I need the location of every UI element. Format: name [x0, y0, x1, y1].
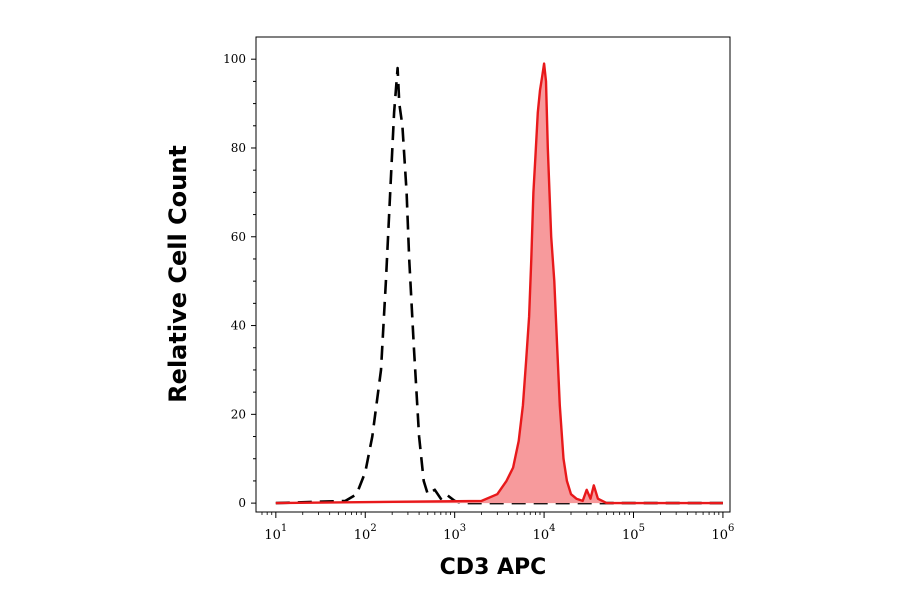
plot-frame: [255, 36, 731, 513]
y-tick-label: 40: [231, 319, 246, 333]
x-tick-label: 101: [264, 523, 287, 543]
x-tick-label: 103: [443, 523, 466, 543]
histogram-line-series-1: [275, 66, 723, 505]
x-axis-label: CD3 APC: [440, 555, 547, 580]
axes: 0 20 40 60 80 100 101 102 103 104 105 106: [223, 52, 734, 543]
x-tick-label: 104: [533, 523, 556, 543]
histogram-line-series-2: [275, 62, 723, 505]
y-tick-label: 100: [223, 52, 246, 66]
y-tick-label: 60: [231, 230, 246, 244]
x-tick-label: 102: [354, 523, 377, 543]
y-tick-label: 0: [238, 496, 246, 510]
x-tick-label: 105: [622, 523, 645, 543]
y-axis-label: Relative Cell Count: [164, 145, 192, 403]
x-tick-label: 106: [711, 523, 734, 543]
y-tick-label: 20: [231, 407, 246, 421]
plot-area: [275, 62, 723, 505]
y-tick-label: 80: [231, 141, 246, 155]
